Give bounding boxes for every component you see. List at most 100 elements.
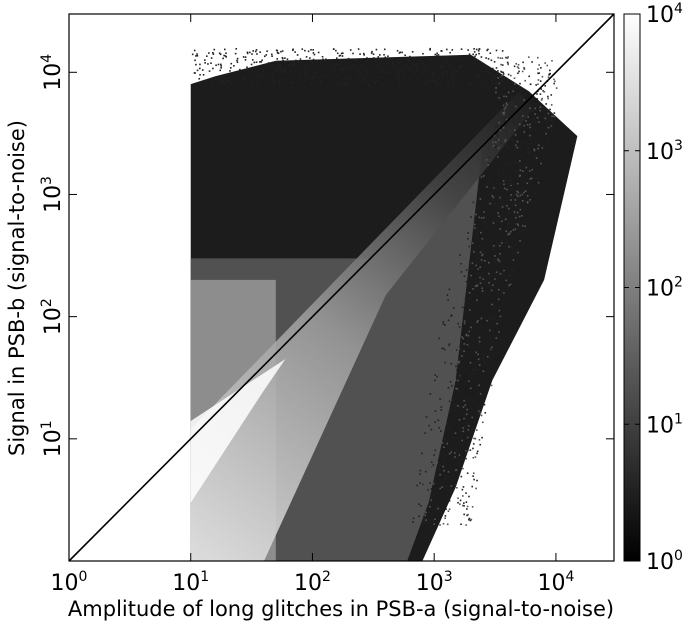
sparse-point (424, 432, 427, 434)
sparse-point (459, 282, 462, 284)
sparse-point (462, 59, 465, 61)
sparse-point (370, 71, 373, 73)
sparse-point (312, 58, 315, 61)
sparse-point (483, 65, 486, 67)
sparse-point (270, 53, 273, 56)
sparse-point (488, 274, 491, 276)
sparse-point (447, 510, 450, 513)
sparse-point (434, 374, 437, 376)
sparse-point (495, 189, 498, 192)
sparse-point (461, 350, 464, 353)
sparse-point (433, 523, 436, 525)
sparse-point (319, 75, 321, 78)
sparse-point (508, 232, 511, 234)
sparse-point (443, 330, 445, 333)
sparse-point (459, 503, 461, 505)
sparse-point (425, 444, 428, 446)
sparse-point (313, 53, 316, 56)
sparse-point (478, 216, 481, 219)
sparse-point (467, 448, 469, 451)
sparse-point (477, 410, 480, 412)
sparse-point (384, 71, 386, 74)
sparse-point (470, 274, 472, 277)
sparse-point (440, 430, 442, 432)
sparse-point (549, 69, 551, 72)
sparse-point (246, 52, 249, 55)
sparse-point (544, 85, 547, 87)
sparse-point (462, 406, 465, 408)
sparse-point (313, 83, 315, 86)
sparse-point (491, 284, 494, 286)
sparse-point (535, 121, 538, 124)
sparse-point (492, 145, 495, 147)
sparse-point (503, 95, 505, 98)
sparse-point (477, 268, 479, 270)
sparse-point (538, 64, 540, 66)
sparse-point (449, 399, 452, 402)
sparse-point (475, 63, 477, 65)
sparse-point (501, 64, 504, 66)
sparse-point (519, 208, 522, 211)
sparse-point (282, 78, 285, 81)
sparse-point (520, 141, 522, 143)
sparse-point (459, 298, 461, 300)
sparse-point (487, 316, 489, 319)
sparse-point (494, 278, 496, 280)
sparse-point (530, 142, 532, 145)
sparse-point (448, 500, 451, 502)
sparse-point (286, 79, 288, 81)
sparse-point (308, 77, 311, 80)
sparse-point (480, 281, 483, 284)
sparse-point (502, 126, 505, 129)
sparse-point (458, 326, 461, 328)
sparse-point (474, 437, 477, 440)
sparse-point (436, 506, 439, 508)
sparse-point (437, 431, 440, 433)
sparse-point (430, 488, 433, 490)
sparse-point (431, 470, 433, 473)
sparse-point (246, 66, 248, 69)
sparse-point (454, 388, 457, 391)
sparse-point (472, 475, 474, 477)
sparse-point (368, 78, 371, 81)
sparse-point (209, 81, 212, 83)
sparse-point (473, 247, 476, 250)
sparse-point (533, 148, 536, 151)
sparse-point (429, 505, 431, 508)
sparse-point (490, 203, 493, 205)
sparse-point (481, 237, 484, 240)
sparse-point (481, 436, 483, 439)
sparse-point (478, 407, 481, 409)
sparse-point (454, 409, 456, 412)
sparse-point (480, 56, 483, 58)
sparse-point (505, 56, 507, 59)
sparse-point (219, 69, 222, 72)
sparse-point (478, 340, 481, 343)
sparse-point (372, 53, 375, 55)
sparse-point (438, 337, 441, 340)
sparse-point (272, 80, 275, 82)
sparse-point (439, 507, 441, 510)
sparse-point (473, 373, 475, 375)
sparse-point (352, 52, 354, 55)
sparse-point (445, 397, 448, 399)
sparse-point (525, 93, 527, 96)
sparse-point (427, 489, 429, 491)
sparse-point (549, 108, 551, 111)
sparse-point (436, 84, 439, 87)
sparse-point (539, 106, 542, 108)
sparse-point (455, 469, 457, 471)
sparse-point (351, 63, 354, 66)
sparse-point (480, 317, 483, 320)
sparse-point (512, 270, 515, 272)
sparse-point (448, 332, 451, 335)
sparse-point (404, 76, 406, 79)
sparse-point (497, 205, 499, 208)
sparse-point (490, 59, 493, 62)
sparse-point (475, 59, 478, 62)
sparse-point (510, 245, 513, 248)
sparse-point (537, 83, 539, 86)
sparse-point (492, 196, 495, 199)
sparse-point (249, 51, 251, 54)
sparse-point (425, 511, 427, 514)
